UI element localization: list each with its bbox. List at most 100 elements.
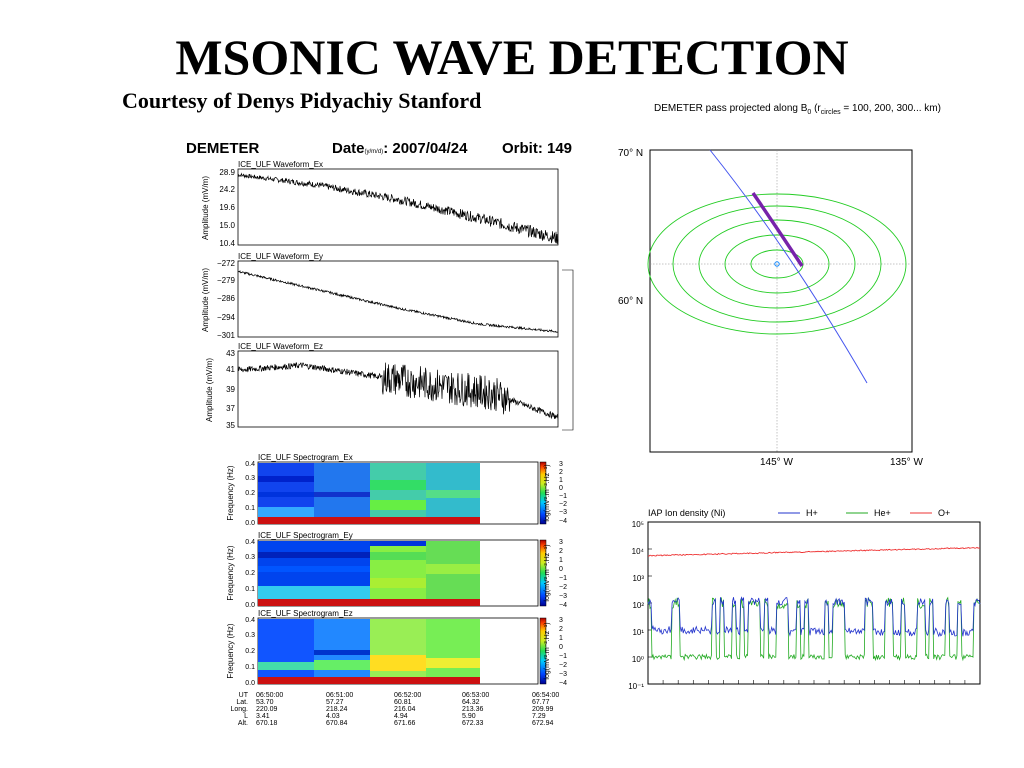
orbit-cell: 3.41 — [256, 713, 270, 720]
date-header: Date(y/m/d): 2007/04/24 — [332, 140, 467, 157]
spec-ez-band-2 — [314, 650, 370, 655]
orbit-cell: 213.36 — [462, 706, 484, 713]
spec-ey-band-5 — [370, 578, 426, 588]
spec-ey-cbar-tick-0: 3 — [559, 539, 563, 546]
orbit-cell: 672.33 — [462, 720, 484, 727]
spectrogram-ex-ytick-0: 0.4 — [245, 461, 255, 468]
map-circle-5 — [647, 193, 907, 335]
ion-series-o — [647, 546, 980, 557]
map-circle-2 — [724, 234, 830, 294]
waveform-ez-ytick-1: 41 — [226, 365, 235, 374]
ion-ytick-1: 10⁴ — [632, 547, 645, 556]
spectrogram-ex-chart: ICE_ULF Spectrogram_Ex Frequency (Hz) 0.… — [226, 453, 567, 527]
waveform-ex-ytick-3: 15.0 — [219, 221, 235, 230]
spectrogram-panels: ICE_ULF Spectrogram_Ex Frequency (Hz) 0.… — [226, 453, 567, 687]
orbit-label-long: Long. — [230, 706, 248, 713]
orbit-table-labels: UT Lat. Long. L Alt. — [226, 692, 248, 727]
spec-ey-band-2 — [258, 566, 370, 572]
waveform-ez-frame — [237, 350, 559, 428]
spec-ex-cbar-tick-7: −4 — [559, 518, 567, 525]
spectrogram-ey-ytick-3: 0.1 — [245, 586, 255, 593]
spec-ey-band-3 — [258, 586, 370, 599]
spec-ez-cbar-tick-4: −1 — [559, 653, 567, 660]
spectrogram-ez-colorbar — [539, 617, 547, 685]
spec-ey-cbar-tick-3: 0 — [559, 566, 563, 573]
satellite-track-highlight — [751, 192, 804, 267]
ion-minor-ticks — [648, 521, 966, 685]
spec-ez-cbar-tick-6: −3 — [559, 671, 567, 678]
orbit-cell: 06:53:00 — [462, 692, 490, 699]
waveform-ex-ytick-1: 24.2 — [219, 185, 235, 194]
projection-map: 70° N 60° N 145° W 135° W — [618, 148, 923, 468]
spec-ex-band-3 — [258, 507, 350, 517]
spec-ex-cbar-tick-4: −1 — [559, 493, 567, 500]
orbit-cell: 06:54:00 — [532, 692, 560, 699]
spec-ey-band-1 — [258, 552, 370, 558]
ground-station-marker — [774, 261, 780, 267]
spectrogram-ey-ytick-2: 0.2 — [245, 570, 255, 577]
legend-label-o: O+ — [938, 508, 950, 518]
spec-ey-band-4 — [370, 552, 426, 560]
waveform-ey-chart: ICE_ULF Waveform_Ey Amplitude (mV/m) −27… — [201, 252, 559, 340]
slide-title: MSONIC WAVE DETECTION — [175, 29, 849, 85]
waveform-ex-ytick-0: 28.9 — [219, 168, 235, 177]
spec-ez-cbar-tick-3: 0 — [559, 644, 563, 651]
spec-ey-top-line — [370, 541, 426, 546]
waveform-ez-ytick-4: 35 — [226, 421, 235, 430]
spectrogram-ez-chart: ICE_ULF Spectrogram_Ez Frequency (Hz) 0.… — [226, 609, 567, 687]
spectrogram-ez-ylabel: Frequency (Hz) — [226, 623, 235, 678]
ion-ytick-3: 10² — [632, 601, 644, 610]
spectrogram-ey-colorbar-label: log(mV².m⁻².Hz⁻¹) — [544, 544, 551, 601]
map-title-sub0: 0 — [807, 109, 812, 116]
orbit-cell: 06:52:00 — [394, 692, 422, 699]
map-title-circles: circles — [820, 109, 841, 116]
map-title-rest: = 100, 200, 300... km) — [840, 103, 941, 114]
orbit-cell: 4.03 — [326, 713, 340, 720]
orbit-col-4: 06:54:00 67.77 209.99 7.29 672.94 — [532, 692, 559, 727]
spec-ey-cbar-tick-6: −3 — [559, 593, 567, 600]
spectrogram-ez-ytick-1: 0.3 — [245, 632, 255, 639]
waveform-ey-ytick-3: −294 — [217, 313, 236, 322]
satellite-name: DEMETER — [186, 140, 260, 157]
spec-ez-cbar-tick-1: 2 — [559, 626, 563, 633]
map-circle-4 — [672, 205, 882, 323]
spec-ex-cbar-tick-5: −2 — [559, 501, 567, 508]
spectrogram-ey-ytick-1: 0.3 — [245, 554, 255, 561]
waveform-ey-ytick-1: −279 — [217, 276, 236, 285]
spectrogram-ex-colorbar — [539, 461, 547, 525]
spec-ey-block-2 — [370, 541, 426, 599]
spectrogram-ey-ylabel: Frequency (Hz) — [226, 545, 235, 600]
spec-ex-band-2 — [258, 492, 350, 497]
spectrogram-ey-colorbar — [539, 539, 547, 607]
orbit-col-0: 06:50:00 53.70 220.09 3.41 670.18 — [256, 692, 283, 727]
spectrogram-ez-colorbar-label: log(mV².m⁻².Hz⁻¹) — [544, 622, 551, 679]
spec-ey-bottom-band — [258, 599, 480, 606]
ion-ytick-2: 10³ — [632, 574, 644, 583]
waveform-ez-ytick-2: 39 — [226, 385, 235, 394]
spec-ex-cbar-tick-3: 0 — [559, 485, 563, 492]
spec-ex-band-1 — [258, 476, 350, 482]
waveform-ex-chart: ICE_ULF Waveform_Ex Amplitude (mV/m) 28.… — [201, 160, 559, 248]
waveform-ex-ytick-2: 19.6 — [219, 203, 235, 212]
orbit-cell: 4.94 — [394, 713, 408, 720]
spec-ez-band-5 — [426, 658, 480, 668]
orbit-cell: 216.04 — [394, 706, 416, 713]
map-title-main: DEMETER pass projected along B — [654, 103, 808, 114]
bracket-line — [562, 269, 574, 431]
spectrogram-ex-ylabel: Frequency (Hz) — [226, 465, 235, 520]
waveform-ex-line — [237, 172, 559, 244]
waveform-ey-line — [237, 270, 559, 334]
orbit-cell: 06:51:00 — [326, 692, 354, 699]
waveform-ex-ylabel: Amplitude (mV/m) — [201, 176, 210, 240]
spec-ey-cbar-tick-4: −1 — [559, 575, 567, 582]
spectrogram-ez-title: ICE_ULF Spectrogram_Ez — [258, 609, 353, 618]
waveform-ez-title: ICE_ULF Waveform_Ez — [238, 342, 323, 351]
ion-series-h — [647, 596, 981, 638]
spec-ex-bottom-band — [258, 517, 480, 524]
waveform-panels: ICE_ULF Waveform_Ex Amplitude (mV/m) 28.… — [201, 160, 574, 431]
spectrogram-ex-title: ICE_ULF Spectrogram_Ex — [258, 453, 353, 462]
spec-ex-block-2 — [314, 463, 370, 517]
spec-ex-cbar-tick-6: −3 — [559, 509, 567, 516]
legend-label-he: He+ — [874, 508, 891, 518]
waveform-ez-ytick-0: 43 — [226, 349, 235, 358]
